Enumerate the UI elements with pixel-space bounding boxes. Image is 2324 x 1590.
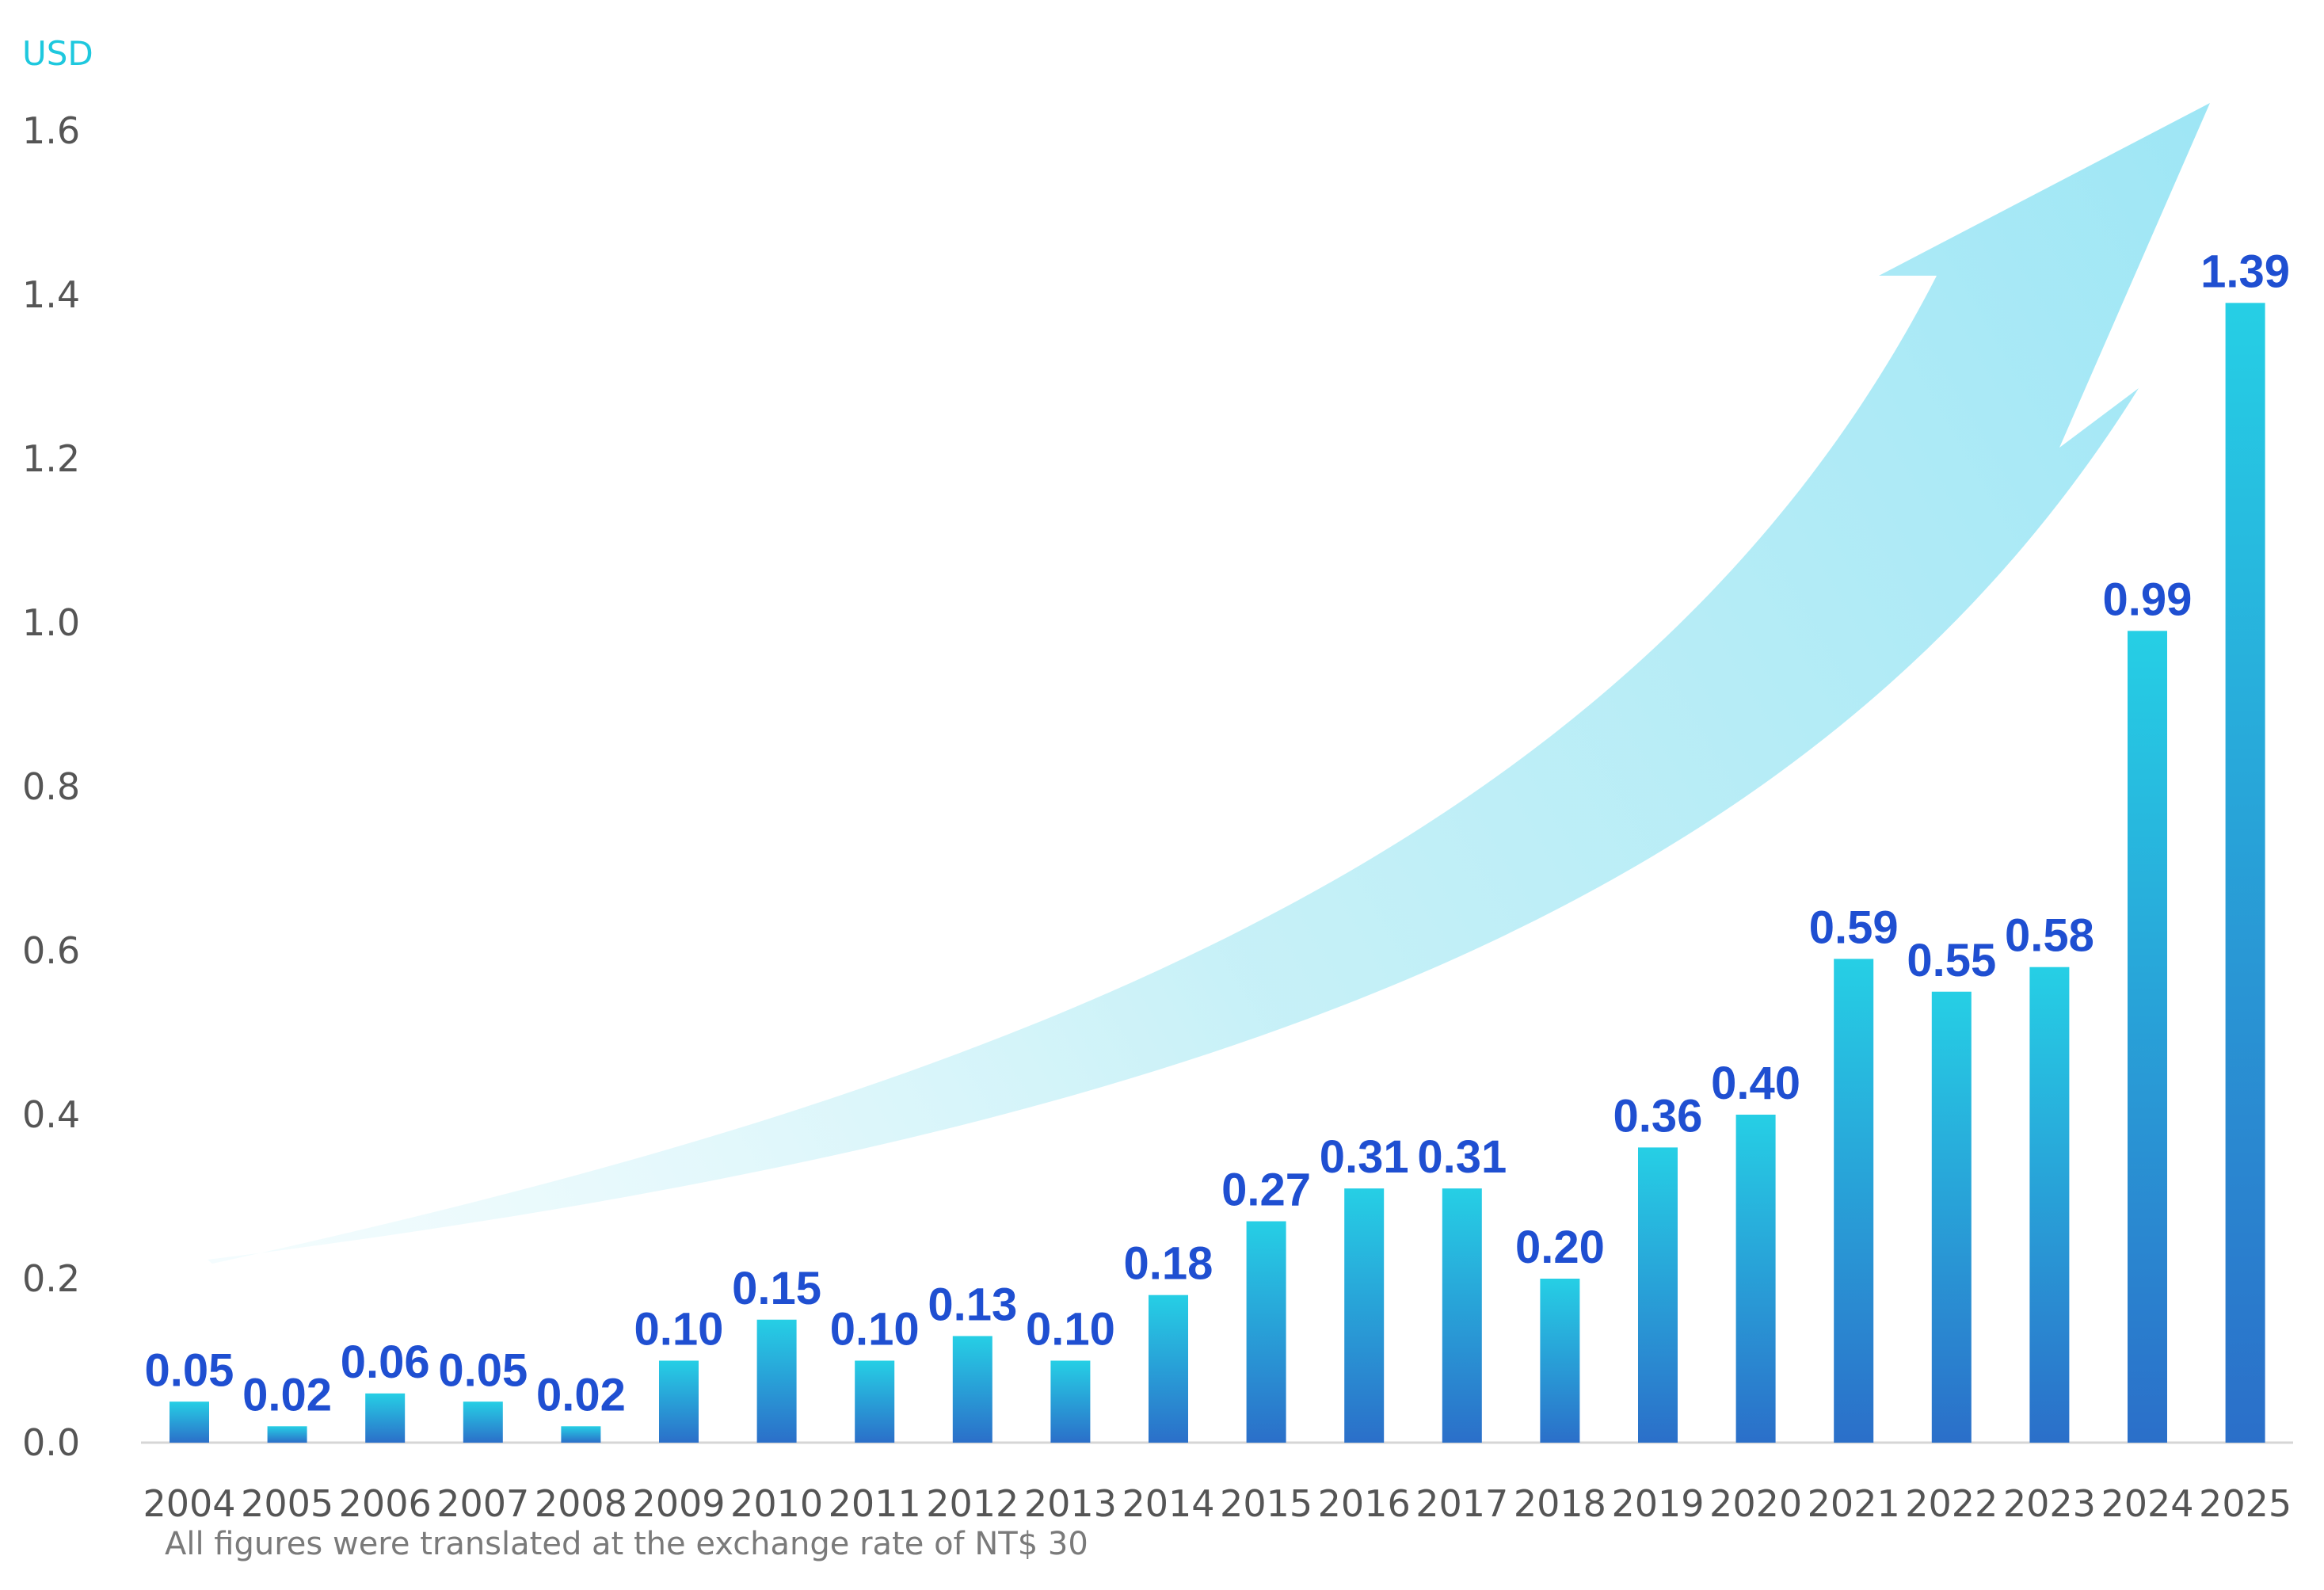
bar-value-label: 0.10 xyxy=(830,1304,920,1356)
bar-value-label: 0.10 xyxy=(1026,1304,1115,1356)
bar-value-label: 0.05 xyxy=(145,1344,234,1396)
bar-series xyxy=(170,303,2265,1443)
x-tick-label: 2004 xyxy=(143,1482,235,1525)
x-tick-label: 2024 xyxy=(2101,1482,2193,1525)
x-tick-label: 2020 xyxy=(1709,1482,1802,1525)
y-tick-label: 1.2 xyxy=(22,437,80,480)
bar-value-label: 0.05 xyxy=(438,1344,528,1396)
bar-value-label: 0.20 xyxy=(1515,1222,1605,1273)
bar xyxy=(1540,1279,1580,1443)
bar-value-label: 0.58 xyxy=(2005,910,2094,962)
x-tick-label: 2017 xyxy=(1415,1482,1508,1525)
y-axis-unit-label: USD xyxy=(22,34,93,73)
bar xyxy=(267,1426,307,1443)
y-tick-label: 1.6 xyxy=(22,109,80,152)
bar-value-label: 0.02 xyxy=(536,1369,626,1420)
x-tick-label: 2008 xyxy=(535,1482,627,1525)
x-tick-label: 2025 xyxy=(2199,1482,2292,1525)
bar xyxy=(1344,1188,1385,1443)
x-tick-label: 2015 xyxy=(1220,1482,1312,1525)
bar xyxy=(1149,1294,1188,1443)
bar xyxy=(1442,1188,1482,1443)
bar xyxy=(1246,1221,1286,1443)
data-labels: 0.05 0.020.06 0.05 0.020.100.150.10 0.13 0.10… xyxy=(145,246,2290,1420)
bar xyxy=(365,1393,406,1443)
x-tick-label: 2021 xyxy=(1808,1482,1900,1525)
bar-value-label: 0.31 xyxy=(1320,1131,1409,1183)
bar xyxy=(463,1401,503,1443)
bar-value-label: 0.40 xyxy=(1711,1058,1800,1109)
bar xyxy=(561,1426,601,1443)
bar-value-label: 0.15 xyxy=(732,1263,821,1314)
bar xyxy=(756,1319,797,1443)
y-tick-label: 0.6 xyxy=(22,929,80,972)
x-tick-label: 2022 xyxy=(1905,1482,1998,1525)
x-tick-label: 2016 xyxy=(1318,1482,1411,1525)
x-tick-label: 2007 xyxy=(436,1482,529,1525)
bar-value-label: 1.39 xyxy=(2200,246,2290,297)
bar xyxy=(659,1360,699,1443)
x-tick-label: 2005 xyxy=(241,1482,333,1525)
bar xyxy=(170,1401,209,1443)
x-tick-label: 2013 xyxy=(1024,1482,1117,1525)
x-tick-label: 2009 xyxy=(632,1482,725,1525)
bar xyxy=(1638,1147,1678,1443)
bar xyxy=(1050,1360,1091,1443)
bar-value-label: 0.27 xyxy=(1221,1165,1311,1216)
bar-value-label: 0.06 xyxy=(341,1336,430,1388)
trend-arrow-icon xyxy=(208,103,2210,1264)
bar-value-label: 0.18 xyxy=(1124,1238,1213,1290)
x-tick-label: 2023 xyxy=(2003,1482,2096,1525)
bar xyxy=(952,1336,992,1443)
y-tick-label: 1.0 xyxy=(22,601,80,644)
bar xyxy=(855,1360,895,1443)
x-tick-label: 2011 xyxy=(829,1482,921,1525)
bar xyxy=(2128,631,2167,1443)
bar-value-label: 0.36 xyxy=(1613,1090,1703,1142)
bar-value-label: 0.31 xyxy=(1417,1131,1507,1183)
bar-value-label: 0.55 xyxy=(1907,935,1996,986)
bar-value-label: 0.10 xyxy=(634,1304,724,1356)
bar-value-label: 0.13 xyxy=(928,1279,1017,1330)
x-axis: 2004 2005 2006 2007 2008 2009 2010 2011 2012 2013… xyxy=(143,1482,2292,1525)
y-tick-label: 0.2 xyxy=(22,1257,80,1300)
y-tick-label: 1.4 xyxy=(22,273,80,316)
y-tick-label: 0.8 xyxy=(22,765,80,808)
x-tick-label: 2019 xyxy=(1611,1482,1704,1525)
x-tick-label: 2018 xyxy=(1514,1482,1606,1525)
x-tick-label: 2010 xyxy=(730,1482,823,1525)
bar-value-label: 0.02 xyxy=(242,1369,332,1420)
bar xyxy=(1735,1115,1776,1443)
bar xyxy=(2029,967,2070,1443)
y-tick-label: 0.4 xyxy=(22,1093,80,1136)
y-tick-label: 0.0 xyxy=(22,1421,80,1464)
bar xyxy=(1834,959,1874,1443)
x-tick-label: 2014 xyxy=(1122,1482,1214,1525)
bar xyxy=(2225,303,2265,1443)
y-axis: 0.0 0.2 0.4 0.6 0.8 1.0 1.2 1.4 1.6 xyxy=(22,109,80,1464)
x-tick-label: 2012 xyxy=(926,1482,1019,1525)
bar xyxy=(1931,991,1972,1443)
x-tick-label: 2006 xyxy=(339,1482,432,1525)
bar-value-label: 0.59 xyxy=(1809,902,1899,953)
footnote: All figures were translated at the excha… xyxy=(165,1526,1088,1562)
bar-value-label: 0.99 xyxy=(2103,574,2193,625)
